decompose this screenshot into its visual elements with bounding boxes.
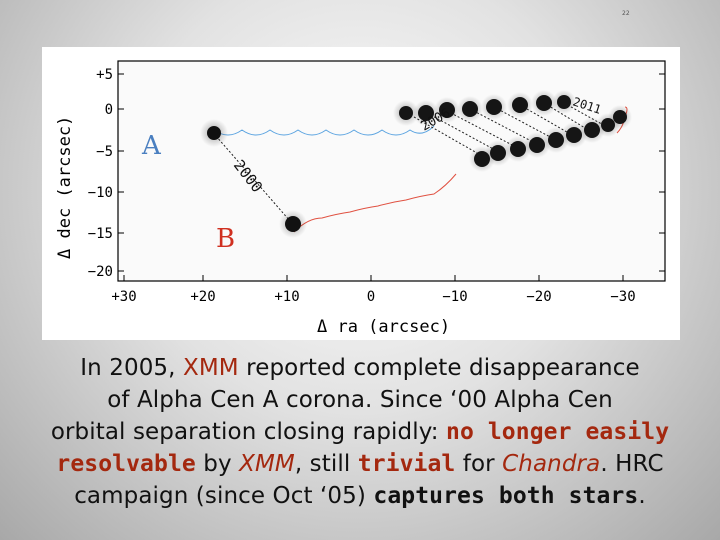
alpha-cen-figure: +5 0 −5 −10 −15 −20 +30 +20 +10 0 −10 −2… <box>55 60 666 337</box>
x-tick-label: +30 <box>111 289 136 305</box>
emphasis-trivial: trivial <box>357 451 456 477</box>
y-tick-label: −15 <box>88 226 113 242</box>
y-axis-title: Δ dec (arcsec) <box>55 116 75 259</box>
caption-line-2: of Alpha Cen A corona. Since ‘00 Alpha C… <box>107 387 613 413</box>
star-a-2000 <box>207 126 221 140</box>
caption-line-3: orbital separation closing rapidly: no l… <box>50 419 670 445</box>
caption-line-1: In 2005, XMM reported complete disappear… <box>80 355 640 381</box>
emphasis-captures-both-stars: captures both stars <box>373 483 639 509</box>
plot-frame <box>117 60 666 282</box>
emphasis-no-longer-easily: no longer easily <box>446 419 670 445</box>
track-b <box>293 173 457 233</box>
x-tick-label: −10 <box>442 289 467 305</box>
y-tick-label: −20 <box>88 264 113 280</box>
caption-line-4: resolvable by XMM, still trivial for Cha… <box>56 451 664 477</box>
x-tick-marks <box>123 275 624 281</box>
separation-line-2000 <box>215 135 291 222</box>
star-b-recent-positions <box>469 105 632 172</box>
slide-number: 22 <box>622 10 630 17</box>
star-a-recent-positions <box>393 90 576 126</box>
xmm-mention: XMM <box>182 355 239 381</box>
caption-line-5: campaign (since Oct ‘05) captures both s… <box>74 483 646 509</box>
x-tick-label: −20 <box>526 289 551 305</box>
star-b-2000 <box>285 216 301 232</box>
x-tick-label: −30 <box>610 289 635 305</box>
y-tick-label: +5 <box>96 67 113 83</box>
x-tick-label: +10 <box>274 289 299 305</box>
x-tick-label: 0 <box>367 289 375 305</box>
caption: In 2005, XMM reported complete disappear… <box>0 352 720 512</box>
y-tick-label: −10 <box>88 185 113 201</box>
y-tick-label: 0 <box>105 102 113 118</box>
chandra-mention: Chandra <box>502 451 601 477</box>
star-a-label: A <box>141 131 162 161</box>
track-a <box>213 125 435 136</box>
y-tick-label: −5 <box>96 144 113 160</box>
y-tick-marks <box>118 73 665 272</box>
x-axis-title: Δ ra (arcsec) <box>317 317 450 337</box>
y-tick-labels: +5 0 −5 −10 −15 −20 <box>88 67 113 280</box>
emphasis-resolvable: resolvable <box>56 451 196 477</box>
figure-panel: +5 0 −5 −10 −15 −20 +30 +20 +10 0 −10 −2… <box>42 47 680 340</box>
x-tick-label: +20 <box>190 289 215 305</box>
star-b-label: B <box>216 224 235 254</box>
x-tick-labels: +30 +20 +10 0 −10 −20 −30 <box>111 289 635 305</box>
xmm-mention: XMM <box>239 451 295 477</box>
